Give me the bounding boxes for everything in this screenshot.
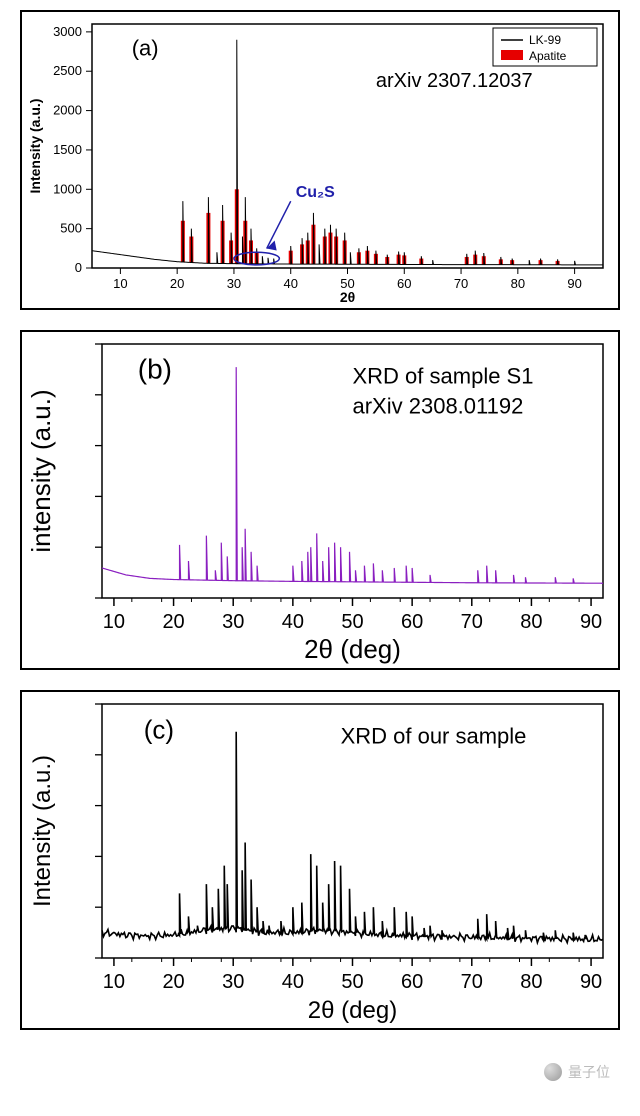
svg-text:XRD of sample S1: XRD of sample S1 — [353, 363, 534, 388]
svg-text:(b): (b) — [138, 354, 172, 385]
watermark: 量子位 — [544, 1062, 610, 1082]
svg-text:arXiv 2308.01192: arXiv 2308.01192 — [353, 393, 524, 418]
svg-text:70: 70 — [454, 276, 468, 291]
svg-text:10: 10 — [103, 971, 125, 993]
svg-text:intensity (a.u.): intensity (a.u.) — [26, 389, 56, 552]
svg-text:40: 40 — [283, 276, 297, 291]
svg-text:1500: 1500 — [53, 142, 82, 157]
svg-text:10: 10 — [103, 611, 125, 633]
svg-text:90: 90 — [580, 611, 602, 633]
svg-text:60: 60 — [397, 276, 411, 291]
svg-text:500: 500 — [60, 221, 82, 236]
svg-text:90: 90 — [580, 971, 602, 993]
chart-c: 10 20 30 40 50 60 70 80 90 2θ (deg) Intensity (a.u… — [22, 692, 618, 1028]
svg-text:LK-99: LK-99 — [529, 33, 561, 47]
svg-text:2000: 2000 — [53, 103, 82, 118]
svg-text:(a): (a) — [132, 35, 159, 60]
svg-text:50: 50 — [341, 971, 363, 993]
svg-text:10: 10 — [113, 276, 127, 291]
svg-text:30: 30 — [222, 611, 244, 633]
svg-text:2500: 2500 — [53, 63, 82, 78]
svg-text:40: 40 — [282, 971, 304, 993]
svg-text:80: 80 — [511, 276, 525, 291]
svg-text:40: 40 — [282, 611, 304, 633]
svg-text:60: 60 — [401, 971, 423, 993]
svg-text:70: 70 — [461, 971, 483, 993]
svg-text:2θ: 2θ — [340, 289, 355, 305]
svg-text:Intensity (a.u.): Intensity (a.u.) — [27, 99, 43, 194]
svg-text:70: 70 — [461, 611, 483, 633]
panel-b: 10 20 30 40 50 60 70 80 90 2θ (deg) intensity (a.u… — [20, 330, 620, 670]
svg-text:XRD of our sample: XRD of our sample — [341, 723, 527, 748]
panel-a: 1020304050607080900500100015002000250030… — [20, 10, 620, 310]
svg-text:(c): (c) — [144, 715, 174, 745]
svg-text:arXiv 2307.12037: arXiv 2307.12037 — [376, 70, 533, 92]
svg-text:20: 20 — [162, 971, 184, 993]
panel-c: 10 20 30 40 50 60 70 80 90 2θ (deg) Intensity (a.u… — [20, 690, 620, 1030]
chart-a: 1020304050607080900500100015002000250030… — [22, 12, 618, 308]
svg-text:2θ (deg): 2θ (deg) — [304, 634, 401, 664]
svg-text:50: 50 — [341, 611, 363, 633]
svg-text:30: 30 — [227, 276, 241, 291]
svg-text:3000: 3000 — [53, 24, 82, 39]
svg-text:1000: 1000 — [53, 181, 82, 196]
svg-text:30: 30 — [222, 971, 244, 993]
svg-text:2θ (deg): 2θ (deg) — [308, 997, 397, 1024]
watermark-text: 量子位 — [568, 1062, 610, 1082]
svg-text:20: 20 — [162, 611, 184, 633]
svg-text:20: 20 — [170, 276, 184, 291]
svg-text:Apatite: Apatite — [529, 49, 567, 63]
svg-text:80: 80 — [520, 971, 542, 993]
figure-container: 10 20 30 40 50 60 70 80 90 0 500 1000 1500 2000 2500 30… — [0, 0, 640, 1090]
svg-text:Intensity (a.u.): Intensity (a.u.) — [29, 755, 56, 907]
svg-text:0: 0 — [75, 260, 82, 275]
svg-text:90: 90 — [567, 276, 581, 291]
svg-text:60: 60 — [401, 611, 423, 633]
chart-b: 10 20 30 40 50 60 70 80 90 2θ (deg) intensity (a.u… — [22, 332, 618, 668]
svg-text:80: 80 — [520, 611, 542, 633]
svg-text:Cu₂S: Cu₂S — [296, 184, 335, 201]
watermark-logo-icon — [544, 1063, 562, 1081]
